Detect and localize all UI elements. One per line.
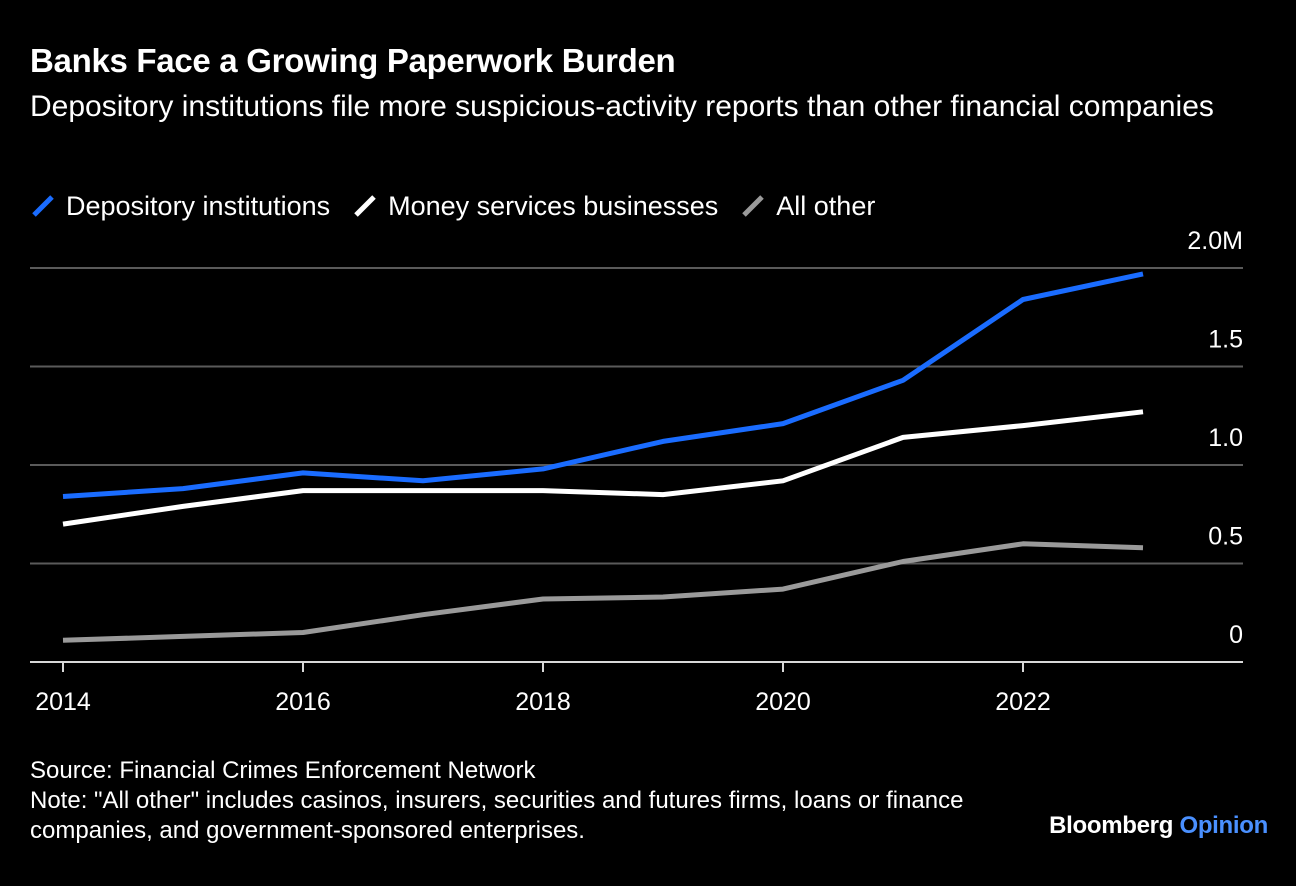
legend-item-money-services: Money services businesses [352,191,718,222]
y-tick-label: 1.0 [1208,424,1243,452]
methodology-note: Note: "All other" includes casinos, insu… [30,787,964,844]
source-note: Source: Financial Crimes Enforcement Net… [30,757,536,784]
legend-label-all-other: All other [776,190,876,221]
y-tick-label: 1.5 [1208,326,1243,354]
legend-swatch-money-services [352,193,378,219]
legend-swatch-depository [30,193,56,219]
legend-label-money-services: Money services businesses [388,190,719,221]
y-tick-label: 0 [1229,621,1243,649]
brand-logo: Bloomberg Opinion [1049,812,1268,840]
legend-swatch-all-other [740,193,766,219]
y-tick-label: 2.0M [1187,227,1243,255]
legend-label-depository: Depository institutions [66,190,331,221]
legend-item-all-other: All other [740,191,875,222]
chart-title: Banks Face a Growing Paperwork Burden [30,42,676,79]
chart-subtitle: Depository institutions file more suspic… [30,90,1214,123]
series-line-depository [62,271,1144,499]
x-tick-label: 2022 [995,688,1051,716]
x-tick-label: 2020 [755,688,811,716]
x-tick-label: 2018 [515,688,571,716]
x-tick-label: 2014 [35,688,91,716]
legend-item-depository: Depository institutions [30,191,330,222]
chart-footer: Source: Financial Crimes Enforcement Net… [30,756,1010,846]
brand-section: Opinion [1179,812,1268,839]
series-line-all-other [62,541,1144,643]
chart-legend: Depository institutions Money services b… [30,188,897,224]
series-line-money-services [62,409,1144,527]
y-tick-label: 0.5 [1208,523,1243,551]
x-tick-label: 2016 [275,688,331,716]
brand-name: Bloomberg [1049,812,1174,839]
